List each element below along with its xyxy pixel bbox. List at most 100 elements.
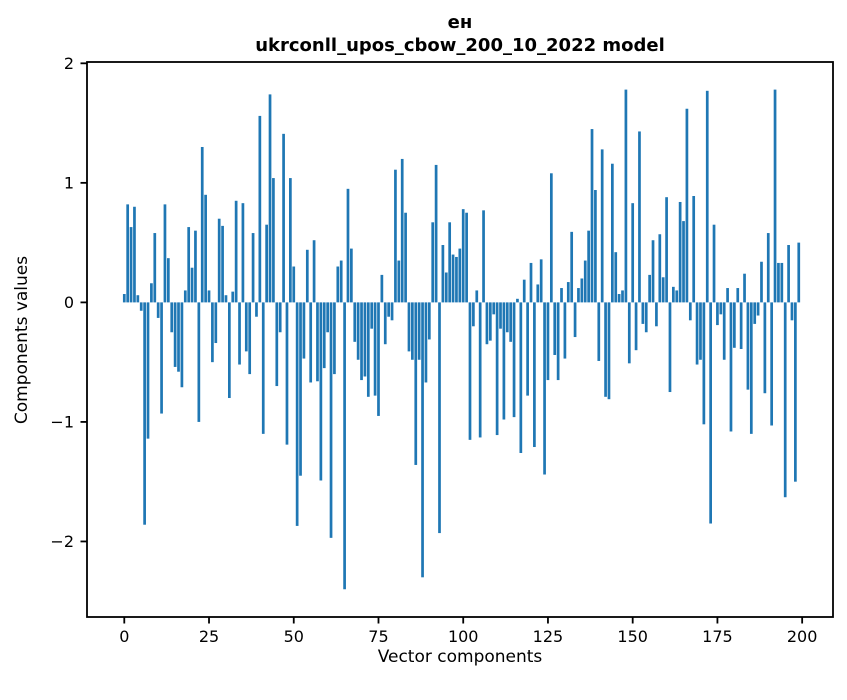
bar [228,302,231,399]
bar [356,302,360,360]
bar [594,190,597,303]
bar [139,302,143,311]
bar [685,108,689,303]
bar [749,302,753,434]
bar [760,261,763,303]
x-tick-label: 150 [617,627,648,646]
bar [438,302,441,534]
bar [441,245,445,303]
bar [285,302,289,445]
bar [387,302,391,317]
bar [133,206,136,303]
bar [468,302,472,440]
bar [261,302,265,434]
bar [336,266,340,303]
bar [333,302,336,375]
bar [366,302,370,397]
bar [777,262,780,303]
x-tick-label: 175 [702,627,733,646]
bar [390,302,394,321]
x-tick-label: 25 [199,627,219,646]
bar [312,240,316,303]
bar [136,295,140,303]
bar [231,291,235,303]
bar [604,302,607,397]
bar [790,302,794,321]
bar [495,302,499,436]
bar [234,200,238,303]
bar [360,302,363,381]
bar [756,302,760,316]
bar [695,302,699,365]
bar [482,210,485,303]
bar [648,274,651,303]
bar [200,146,204,303]
bar [383,302,387,345]
bar [380,274,384,303]
bar [183,290,187,303]
bar [363,302,367,377]
bar [621,290,624,303]
bar [607,302,611,400]
bar [627,302,631,364]
bar [255,302,258,317]
bar [770,302,774,426]
bar [194,230,197,303]
bar [377,302,380,416]
bar [522,279,526,303]
bar [539,259,543,303]
bar [465,212,468,303]
bar [536,284,540,303]
bar [427,302,431,340]
bar [221,225,224,303]
bar [705,90,709,303]
bar [272,178,275,303]
bar [316,302,319,382]
y-tick-label: 1 [64,173,74,192]
bar [407,302,411,352]
bar [475,290,479,303]
bar [641,302,645,324]
bar [746,302,750,390]
y-tick-label: −2 [50,532,74,551]
bar [305,249,309,303]
bar [434,164,438,303]
bar [170,302,174,333]
bar [651,240,655,303]
bar [692,196,696,303]
bar [414,302,418,465]
bar [682,221,685,303]
bar [126,204,130,303]
bar [339,260,343,303]
bar [766,233,770,303]
bar [163,204,167,303]
bar [533,302,536,448]
bar [712,224,716,303]
bar [502,302,506,420]
bar [753,302,757,324]
bar [583,260,587,303]
bar [573,302,577,338]
bar [278,302,282,333]
bar [512,302,516,418]
bar [400,158,404,303]
x-tick-label: 125 [533,627,564,646]
bar [661,277,665,303]
x-tick-label: 0 [119,627,129,646]
bar [444,272,448,303]
bar [672,286,675,303]
bar [563,302,567,359]
bar [346,188,350,303]
bar [397,260,401,303]
chart-title-word: ен [448,12,473,33]
bar [309,302,313,383]
bar [505,302,509,333]
axes-frame [86,61,834,618]
bar [394,169,397,303]
bar [699,302,702,360]
bar [173,302,177,367]
bar [292,266,296,303]
bar [644,302,648,333]
bar [780,262,784,303]
